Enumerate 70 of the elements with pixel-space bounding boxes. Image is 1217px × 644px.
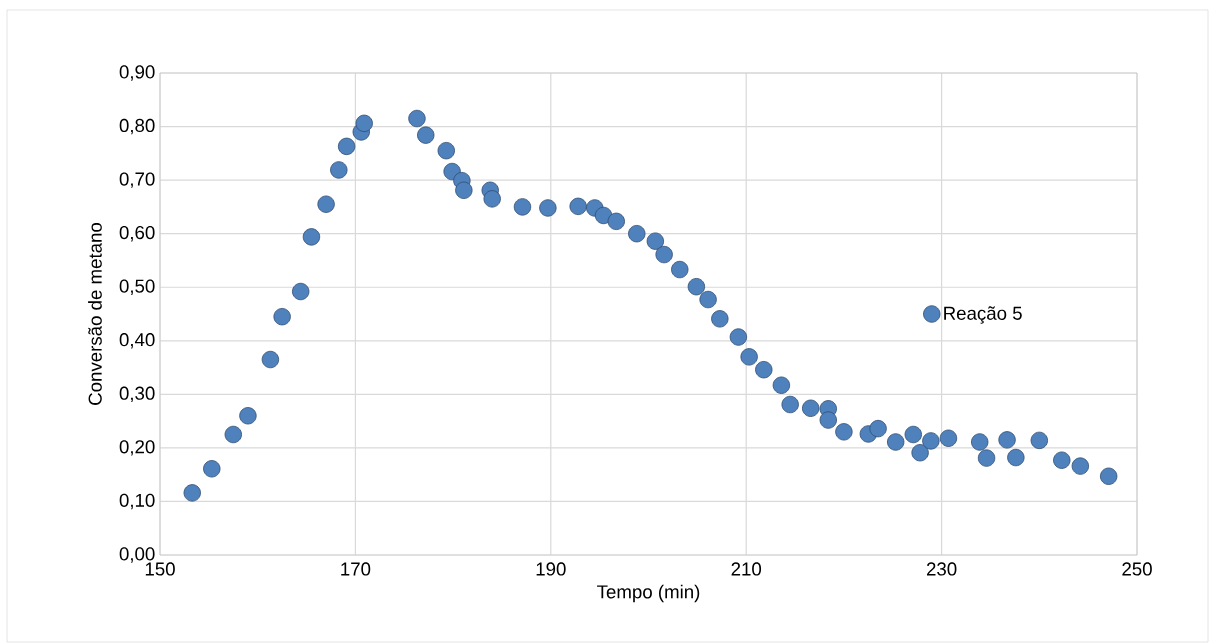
y-tick-label: 0,40 xyxy=(119,333,155,349)
point xyxy=(455,181,473,199)
point xyxy=(869,419,887,438)
y-tick-label: 0,70 xyxy=(119,172,155,188)
x-tick-label: 150 xyxy=(145,562,175,576)
point xyxy=(711,310,729,328)
point xyxy=(835,423,853,441)
point xyxy=(628,225,646,243)
point xyxy=(317,195,335,213)
point xyxy=(513,198,532,216)
point xyxy=(802,399,820,417)
point xyxy=(273,308,291,326)
y-tick-label: 0,50 xyxy=(119,279,155,295)
point xyxy=(998,431,1016,449)
x-axis-title: Tempo (min) xyxy=(597,584,700,603)
point xyxy=(408,109,426,128)
point xyxy=(977,449,996,467)
point xyxy=(330,161,348,179)
point xyxy=(437,142,455,160)
point xyxy=(1071,457,1090,475)
point xyxy=(355,114,373,133)
point xyxy=(1100,467,1118,485)
point xyxy=(569,197,587,216)
point xyxy=(183,484,201,502)
point xyxy=(203,460,221,478)
x-tick-label: 250 xyxy=(1122,562,1152,576)
legend-label: Reação 5 xyxy=(944,306,1022,324)
point xyxy=(239,407,257,425)
point xyxy=(646,232,665,250)
y-tick-label: 0,20 xyxy=(119,440,155,456)
point xyxy=(302,228,321,246)
point xyxy=(740,348,758,366)
point xyxy=(261,350,280,369)
point xyxy=(539,199,557,217)
point xyxy=(292,282,310,301)
point xyxy=(1053,451,1071,469)
point xyxy=(971,433,989,451)
point xyxy=(607,212,625,231)
x-tick-label: 210 xyxy=(731,562,762,576)
point xyxy=(1030,431,1048,450)
y-tick-label: 0,90 xyxy=(119,65,155,81)
x-tick-label: 170 xyxy=(341,562,371,576)
point xyxy=(224,425,242,444)
point xyxy=(755,361,773,379)
point xyxy=(939,429,958,447)
point xyxy=(911,444,929,462)
point xyxy=(819,411,837,429)
point xyxy=(337,137,356,156)
point xyxy=(1007,448,1025,467)
point xyxy=(594,206,613,225)
y-tick-label: 0,10 xyxy=(119,493,155,510)
y-tick-label: 0,80 xyxy=(119,118,155,135)
point xyxy=(655,245,673,264)
y-tick-label: 0,00 xyxy=(119,547,155,563)
point xyxy=(417,126,435,144)
x-tick-label: 230 xyxy=(926,562,957,576)
point xyxy=(671,260,689,279)
point xyxy=(922,432,940,450)
point xyxy=(887,433,905,451)
y-axis-title: Conversão de metano xyxy=(88,223,102,405)
point xyxy=(483,190,501,208)
x-tick-label: 190 xyxy=(536,562,566,576)
y-tick-label: 0,30 xyxy=(119,386,155,403)
point xyxy=(729,328,748,346)
point xyxy=(904,425,922,444)
y-tick-label: 0,60 xyxy=(119,225,155,242)
point xyxy=(699,290,717,309)
point xyxy=(772,376,791,394)
point xyxy=(781,395,799,414)
point xyxy=(687,278,706,296)
